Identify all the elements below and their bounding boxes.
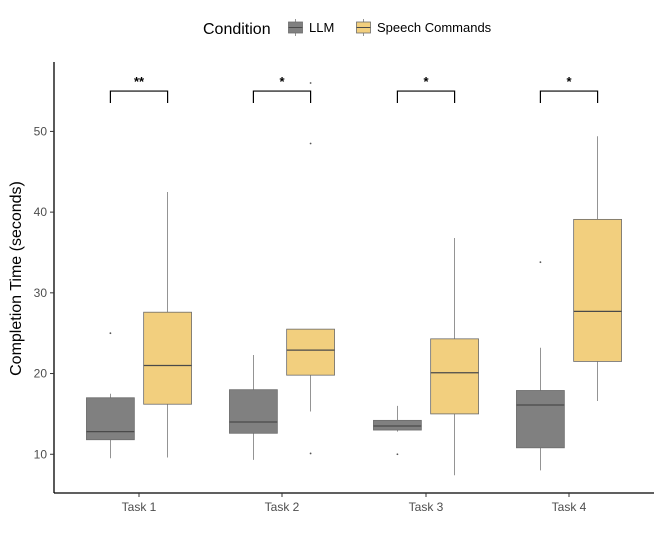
outlier-point: [396, 453, 399, 456]
x-tick-label: Task 2: [265, 500, 300, 514]
x-tick-label: Task 1: [122, 500, 157, 514]
y-tick-label: 30: [34, 286, 48, 300]
outlier-point: [309, 452, 312, 455]
box-iqr: [286, 328, 335, 376]
box-iqr: [516, 390, 565, 449]
box-speech-commands-2: [286, 82, 335, 455]
box-iqr: [373, 419, 422, 431]
bracket-line: [539, 90, 599, 104]
box-speech-commands-3: [430, 237, 479, 476]
box-iqr: [573, 218, 622, 362]
legend-item-llm: LLM: [288, 19, 334, 36]
box-llm-1: [86, 332, 135, 459]
box-llm-2: [229, 354, 278, 460]
legend-item-speech-commands: Speech Commands: [356, 19, 492, 36]
legend-label: LLM: [309, 20, 334, 35]
box-iqr: [229, 389, 278, 434]
box-speech-commands-1: [143, 191, 192, 458]
box-speech-commands-4: [573, 136, 622, 401]
y-tick-label: 40: [34, 205, 48, 219]
box-llm-3: [373, 405, 422, 456]
y-axis-title: Completion Time (seconds): [8, 181, 25, 376]
significance-label: **: [134, 74, 145, 89]
significance-bracket-4: *: [539, 74, 599, 104]
plot-area: ** * * *: [86, 74, 622, 476]
box-iqr: [143, 311, 192, 405]
legend-key: [356, 19, 371, 36]
legend-label: Speech Commands: [377, 20, 492, 35]
bracket-line: [396, 90, 456, 104]
significance-bracket-2: *: [252, 74, 312, 104]
outlier-point: [309, 82, 312, 84]
box-iqr: [430, 338, 479, 415]
legend: Condition LLM Speech Commands: [203, 19, 492, 38]
significance-bracket-3: *: [396, 74, 456, 104]
y-tick-label: 10: [34, 447, 48, 461]
significance-label: *: [566, 74, 572, 89]
legend-title: Condition: [203, 21, 271, 38]
significance-label: *: [423, 74, 429, 89]
significance-label: *: [279, 74, 285, 89]
y-tick-label: 20: [34, 367, 48, 381]
outlier-point: [539, 261, 542, 264]
significance-bracket-1: **: [109, 74, 169, 104]
outlier-point: [309, 142, 312, 145]
axes: 10 20 30 40 50 Task 1 Task 2 Task 3 Task 4: [34, 62, 654, 514]
bracket-line: [252, 90, 312, 104]
box-iqr: [86, 397, 135, 441]
x-tick-label: Task 3: [409, 500, 444, 514]
bracket-line: [109, 90, 169, 104]
y-tick-label: 50: [34, 124, 48, 138]
x-tick-label: Task 4: [552, 500, 587, 514]
outlier-point: [109, 332, 112, 335]
box-llm-4: [516, 261, 565, 471]
legend-key: [288, 19, 303, 36]
